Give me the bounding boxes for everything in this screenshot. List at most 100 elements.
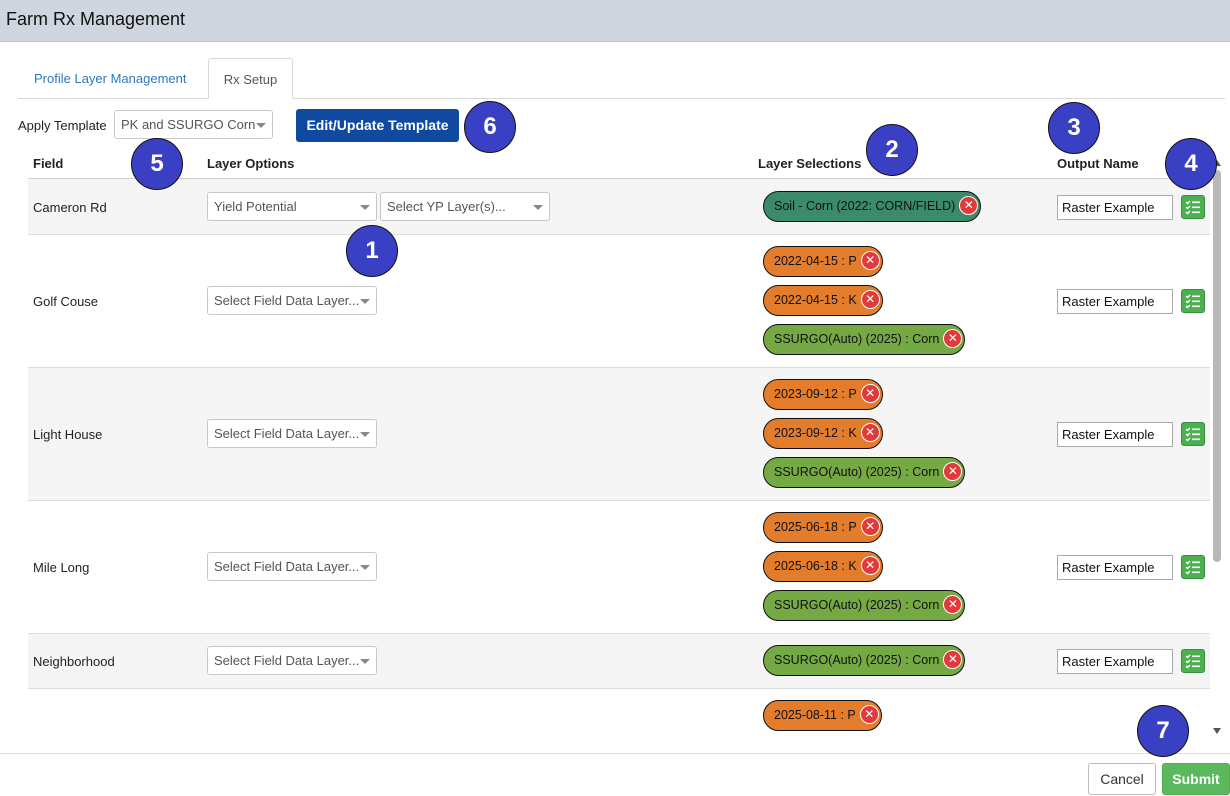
app-title: Farm Rx Management <box>6 9 186 29</box>
layer-option-select[interactable]: Select Field Data Layer... <box>207 552 377 581</box>
callout-badge: 6 <box>464 101 516 153</box>
callout-badge: 4 <box>1165 138 1217 190</box>
vertical-scrollbar[interactable] <box>1212 160 1222 740</box>
column-header-field: Field <box>33 156 64 171</box>
field-name: Cameron Rd <box>33 200 107 215</box>
layer-option-value: Yield Potential <box>214 199 297 214</box>
checklist-button[interactable] <box>1181 289 1205 313</box>
layer-chip-label: 2023-09-12 : K <box>774 426 857 440</box>
layer-option-select[interactable]: Select Field Data Layer... <box>207 419 377 448</box>
remove-icon[interactable]: ✕ <box>860 517 880 537</box>
chevron-down-icon <box>360 659 370 664</box>
field-name: Golf Couse <box>33 294 99 309</box>
remove-icon[interactable]: ✕ <box>943 462 963 482</box>
apply-template-label: Apply Template <box>18 118 107 133</box>
output-name-input[interactable]: Raster Example <box>1057 555 1173 580</box>
layer-chip: 2025-06-18 : P ✕ <box>763 512 883 543</box>
layer-chip-label: 2022-04-15 : P <box>774 254 857 268</box>
scroll-up-icon[interactable] <box>1213 160 1221 166</box>
layer-chip: SSURGO(Auto) (2025) : Corn ✕ <box>763 457 966 488</box>
field-name: Neighborhood <box>33 654 115 669</box>
layer-option-value: Select Field Data Layer... <box>214 653 360 668</box>
layer-chip: 2023-09-12 : P ✕ <box>763 379 883 410</box>
yp-layer-select[interactable]: Select YP Layer(s)... <box>380 192 550 221</box>
layer-chip: SSURGO(Auto) (2025) : Corn ✕ <box>763 324 966 355</box>
layer-option-select[interactable]: Yield Potential <box>207 192 377 221</box>
table-row: 2025-08-11 : P ✕ <box>28 689 1210 752</box>
tab-bar: Profile Layer Management Rx Setup <box>18 58 1225 99</box>
scroll-down-icon[interactable] <box>1213 728 1221 734</box>
field-name: Mile Long <box>33 560 90 575</box>
checklist-icon <box>1185 200 1200 215</box>
remove-icon[interactable]: ✕ <box>860 556 880 576</box>
remove-icon[interactable]: ✕ <box>860 290 880 310</box>
output-name-input[interactable]: Raster Example <box>1057 195 1173 220</box>
layer-chip: 2025-08-11 : P ✕ <box>763 700 882 731</box>
cancel-button[interactable]: Cancel <box>1088 763 1156 795</box>
remove-icon[interactable]: ✕ <box>943 595 963 615</box>
output-name-input[interactable]: Raster Example <box>1057 649 1173 674</box>
chevron-down-icon <box>360 565 370 570</box>
layer-option-select[interactable]: Select Field Data Layer... <box>207 646 377 675</box>
remove-icon[interactable]: ✕ <box>860 423 880 443</box>
callout-badge: 1 <box>346 225 398 277</box>
chevron-down-icon <box>360 299 370 304</box>
layer-chip: 2025-06-18 : K ✕ <box>763 551 883 582</box>
remove-icon[interactable]: ✕ <box>859 705 879 725</box>
callout-badge: 5 <box>131 138 183 190</box>
edit-update-template-button[interactable]: Edit/Update Template <box>296 109 459 142</box>
submit-button[interactable]: Submit <box>1162 763 1230 795</box>
chevron-down-icon <box>360 432 370 437</box>
table-row: Golf Couse Select Field Data Layer... 20… <box>28 235 1210 368</box>
tab-rx-setup[interactable]: Rx Setup <box>208 58 293 99</box>
checklist-icon <box>1185 654 1200 669</box>
output-name-input[interactable]: Raster Example <box>1057 289 1173 314</box>
footer-bar <box>0 753 1230 796</box>
tab-profile-layer-management[interactable]: Profile Layer Management <box>34 71 187 86</box>
template-select[interactable]: PK and SSURGO Corn <box>114 110 273 139</box>
layer-chip-label: SSURGO(Auto) (2025) : Corn <box>774 653 940 667</box>
checklist-icon <box>1185 560 1200 575</box>
checklist-button[interactable] <box>1181 422 1205 446</box>
table-row: Light House Select Field Data Layer... 2… <box>28 368 1210 501</box>
template-select-value: PK and SSURGO Corn <box>121 117 256 132</box>
remove-icon[interactable]: ✕ <box>860 251 880 271</box>
layer-chip-label: SSURGO(Auto) (2025) : Corn <box>774 598 940 612</box>
layer-chip-label: Soil - Corn (2022: CORN/FIELD) <box>774 199 956 213</box>
yp-layer-value: Select YP Layer(s)... <box>387 199 506 214</box>
table-row: Neighborhood Select Field Data Layer... … <box>28 634 1210 689</box>
checklist-button[interactable] <box>1181 195 1205 219</box>
output-name-input[interactable]: Raster Example <box>1057 422 1173 447</box>
callout-badge: 3 <box>1048 102 1100 154</box>
column-header-layer-selections: Layer Selections <box>758 156 862 171</box>
callout-badge: 7 <box>1137 705 1189 757</box>
layer-chip-label: SSURGO(Auto) (2025) : Corn <box>774 465 940 479</box>
fields-table: Cameron Rd Yield Potential Select YP Lay… <box>28 178 1210 752</box>
column-header-layer-options: Layer Options <box>207 156 295 171</box>
layer-option-value: Select Field Data Layer... <box>214 559 360 574</box>
chevron-down-icon <box>360 205 370 210</box>
layer-chip: SSURGO(Auto) (2025) : Corn ✕ <box>763 645 966 676</box>
layer-chip: 2022-04-15 : K ✕ <box>763 285 883 316</box>
layer-chip-label: SSURGO(Auto) (2025) : Corn <box>774 332 940 346</box>
layer-chip-label: 2023-09-12 : P <box>774 387 857 401</box>
remove-icon[interactable]: ✕ <box>959 196 979 216</box>
title-bar: Farm Rx Management <box>0 0 1230 42</box>
checklist-button[interactable] <box>1181 649 1205 673</box>
layer-option-value: Select Field Data Layer... <box>214 426 360 441</box>
layer-chip: 2022-04-15 : P ✕ <box>763 246 883 277</box>
layer-option-select[interactable]: Select Field Data Layer... <box>207 286 377 315</box>
checklist-button[interactable] <box>1181 555 1205 579</box>
layer-chip: 2023-09-12 : K ✕ <box>763 418 883 449</box>
remove-icon[interactable]: ✕ <box>860 384 880 404</box>
layer-option-value: Select Field Data Layer... <box>214 293 360 308</box>
checklist-icon <box>1185 427 1200 442</box>
column-header-output-name: Output Name <box>1057 156 1139 171</box>
layer-chip-label: 2025-06-18 : K <box>774 559 857 573</box>
remove-icon[interactable]: ✕ <box>943 650 963 670</box>
remove-icon[interactable]: ✕ <box>943 329 963 349</box>
scrollbar-thumb[interactable] <box>1213 170 1221 562</box>
chevron-down-icon <box>256 123 266 128</box>
layer-chip: Soil - Corn (2022: CORN/FIELD) ✕ <box>763 191 982 222</box>
layer-chip-label: 2025-06-18 : P <box>774 520 857 534</box>
